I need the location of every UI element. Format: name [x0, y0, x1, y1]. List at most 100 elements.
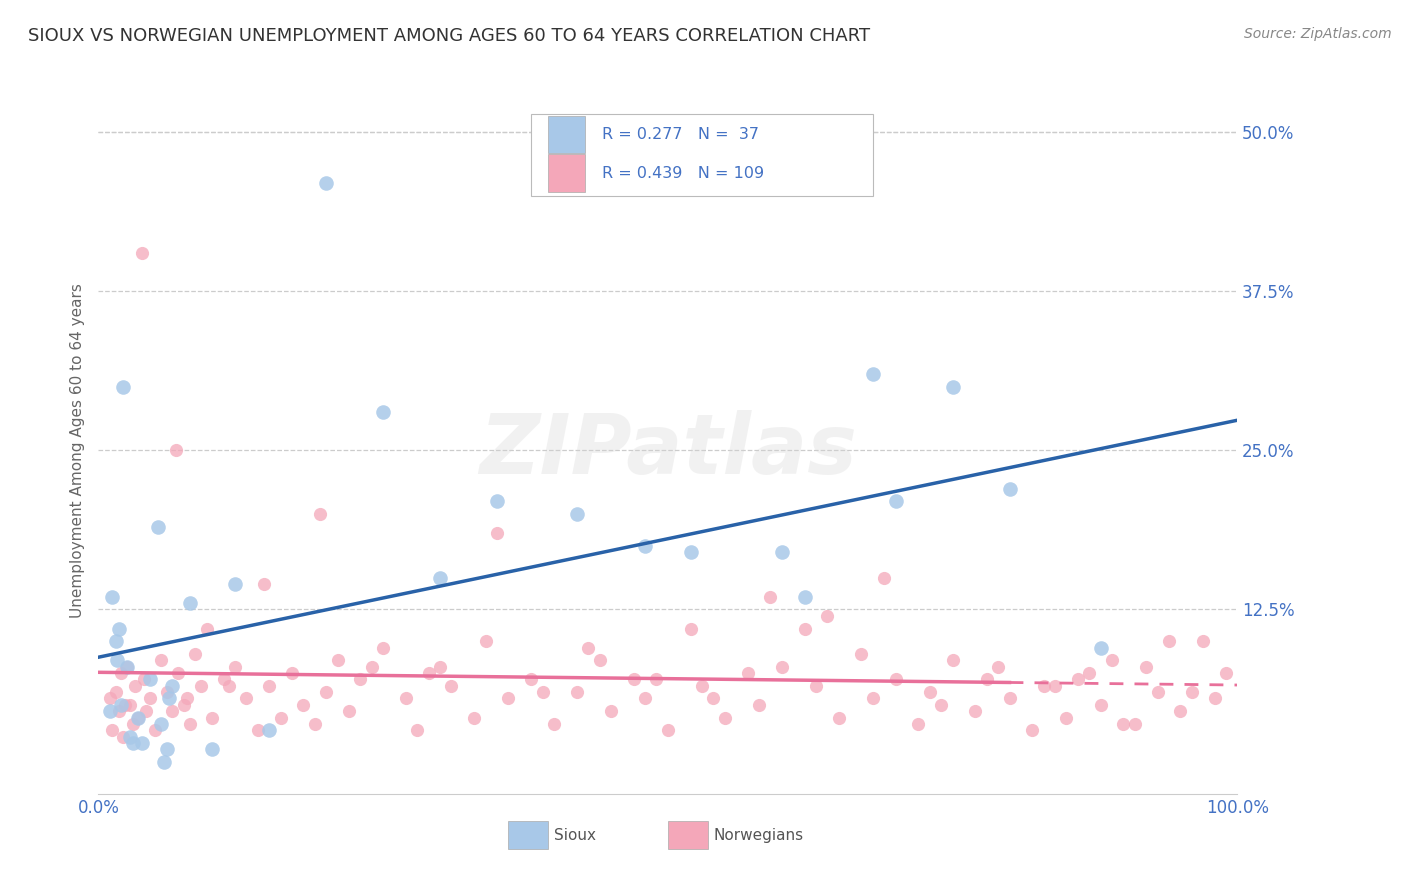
Point	[531, 685, 554, 699]
Point	[252, 577, 274, 591]
Point	[131, 736, 153, 750]
Point	[121, 717, 143, 731]
Point	[165, 443, 187, 458]
Point	[131, 246, 153, 260]
Point	[270, 710, 292, 724]
Point	[114, 698, 136, 712]
Bar	[668, 822, 707, 849]
Point	[127, 710, 149, 724]
Point	[474, 634, 496, 648]
Point	[565, 685, 588, 699]
Point	[1032, 679, 1054, 693]
Point	[304, 717, 326, 731]
Point	[1192, 634, 1215, 648]
Text: R = 0.439   N = 109: R = 0.439 N = 109	[602, 166, 763, 181]
Point	[1090, 640, 1112, 655]
Point	[112, 380, 135, 394]
Point	[1181, 685, 1204, 699]
Point	[395, 691, 418, 706]
Point	[1101, 653, 1123, 667]
Point	[349, 673, 371, 687]
Point	[162, 679, 184, 693]
Bar	[548, 116, 585, 153]
Point	[429, 571, 451, 585]
Point	[138, 673, 160, 687]
Point	[918, 685, 941, 699]
FancyBboxPatch shape	[531, 114, 873, 196]
Point	[714, 710, 737, 724]
Point	[115, 659, 138, 673]
Point	[1170, 704, 1192, 718]
Point	[108, 622, 131, 636]
Point	[623, 673, 645, 687]
Point	[224, 577, 246, 591]
Point	[588, 653, 610, 667]
Point	[112, 730, 135, 744]
Point	[132, 673, 155, 687]
Point	[1123, 717, 1146, 731]
Point	[679, 622, 702, 636]
Point	[942, 380, 965, 394]
Point	[1112, 717, 1135, 731]
Point	[105, 653, 128, 667]
Text: 100.0%: 100.0%	[1206, 799, 1268, 817]
Point	[281, 666, 304, 681]
Point	[793, 622, 815, 636]
Point	[486, 526, 509, 541]
Point	[884, 673, 907, 687]
Point	[965, 704, 987, 718]
Point	[1043, 679, 1066, 693]
Point	[150, 653, 173, 667]
Point	[1135, 659, 1157, 673]
Point	[429, 659, 451, 673]
Point	[371, 405, 394, 419]
Point	[748, 698, 770, 712]
Text: ZIPatlas: ZIPatlas	[479, 410, 856, 491]
Point	[543, 717, 565, 731]
Point	[176, 691, 198, 706]
Point	[815, 608, 838, 623]
Point	[110, 698, 132, 712]
Point	[976, 673, 998, 687]
Point	[120, 730, 142, 744]
Point	[309, 507, 332, 521]
Point	[759, 590, 782, 604]
Point	[201, 710, 224, 724]
Point	[98, 704, 121, 718]
Point	[1204, 691, 1226, 706]
Point	[679, 545, 702, 559]
Point	[121, 736, 143, 750]
Point	[770, 545, 793, 559]
Point	[127, 710, 149, 724]
Point	[873, 571, 896, 585]
Point	[120, 698, 142, 712]
Point	[998, 482, 1021, 496]
Point	[576, 640, 599, 655]
Point	[418, 666, 440, 681]
Point	[1067, 673, 1090, 687]
Point	[737, 666, 759, 681]
Point	[315, 685, 337, 699]
Point	[292, 698, 315, 712]
Point	[337, 704, 360, 718]
Point	[1146, 685, 1168, 699]
Point	[259, 679, 281, 693]
Point	[315, 177, 337, 191]
Point	[156, 742, 179, 756]
Point	[929, 698, 952, 712]
Point	[162, 704, 184, 718]
Point	[179, 596, 201, 610]
Point	[104, 634, 127, 648]
Point	[1215, 666, 1237, 681]
Point	[1056, 710, 1078, 724]
Point	[108, 704, 131, 718]
Point	[884, 494, 907, 508]
Point	[115, 659, 138, 673]
Point	[101, 590, 124, 604]
Point	[463, 710, 485, 724]
Point	[634, 691, 657, 706]
Point	[1090, 698, 1112, 712]
Point	[498, 691, 520, 706]
Point	[326, 653, 349, 667]
Point	[440, 679, 463, 693]
